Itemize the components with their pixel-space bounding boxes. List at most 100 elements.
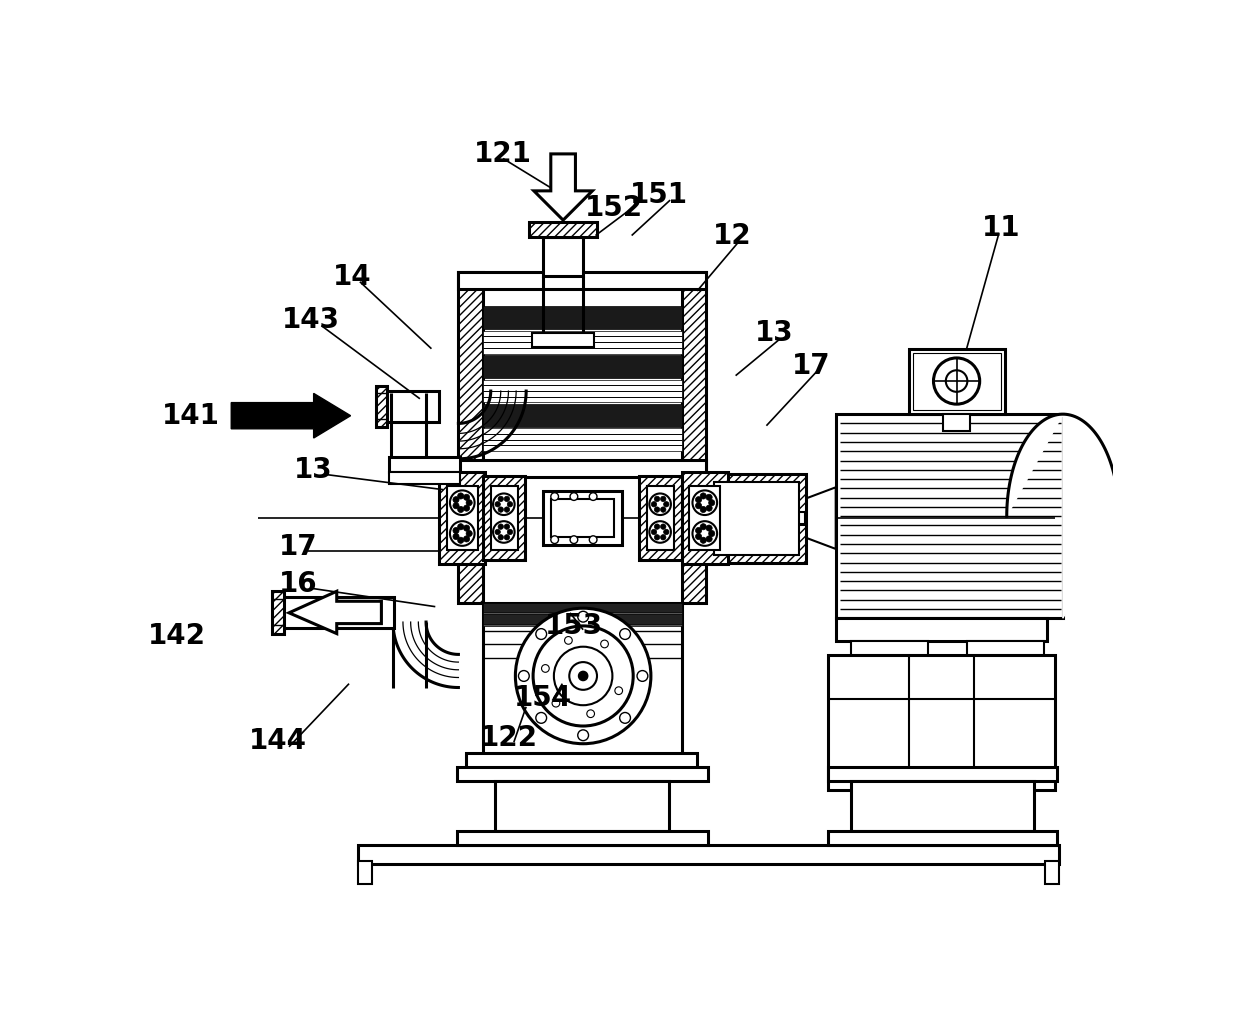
- Circle shape: [692, 490, 717, 515]
- Circle shape: [453, 496, 459, 502]
- Circle shape: [701, 506, 707, 513]
- Circle shape: [692, 522, 717, 546]
- Circle shape: [637, 671, 647, 682]
- Circle shape: [570, 536, 578, 544]
- Bar: [484, 603, 682, 757]
- Circle shape: [458, 537, 464, 543]
- Circle shape: [458, 506, 464, 513]
- Text: 151: 151: [630, 180, 688, 209]
- Bar: [828, 831, 1058, 845]
- Circle shape: [498, 506, 503, 513]
- Bar: [689, 486, 720, 550]
- Circle shape: [494, 493, 515, 515]
- Circle shape: [536, 629, 547, 639]
- Bar: [456, 831, 708, 845]
- Circle shape: [701, 493, 707, 499]
- Polygon shape: [1007, 414, 1118, 618]
- FancyArrow shape: [231, 393, 351, 438]
- Circle shape: [516, 608, 651, 744]
- Circle shape: [505, 496, 510, 501]
- Bar: [1045, 861, 1059, 884]
- Bar: [484, 614, 682, 624]
- Circle shape: [453, 528, 459, 534]
- Circle shape: [651, 501, 657, 506]
- Circle shape: [696, 534, 702, 540]
- Circle shape: [620, 629, 630, 639]
- Circle shape: [551, 536, 558, 544]
- Bar: [280, 598, 394, 628]
- Circle shape: [696, 528, 702, 534]
- Circle shape: [453, 502, 459, 509]
- Polygon shape: [805, 487, 836, 549]
- Bar: [389, 457, 460, 472]
- Circle shape: [569, 663, 596, 690]
- Bar: [913, 353, 1001, 410]
- Circle shape: [663, 529, 670, 535]
- Circle shape: [578, 729, 589, 741]
- Circle shape: [696, 496, 702, 502]
- Circle shape: [620, 712, 630, 723]
- Text: 154: 154: [515, 684, 572, 711]
- Circle shape: [464, 505, 470, 512]
- Circle shape: [661, 506, 666, 513]
- Circle shape: [564, 636, 572, 644]
- Bar: [459, 460, 707, 477]
- Bar: [640, 476, 682, 560]
- Bar: [358, 845, 1059, 864]
- Circle shape: [458, 493, 464, 499]
- Circle shape: [554, 646, 613, 705]
- Circle shape: [464, 536, 470, 542]
- Circle shape: [650, 493, 671, 515]
- Circle shape: [494, 522, 515, 543]
- Text: 17: 17: [279, 533, 317, 560]
- Text: 121: 121: [474, 140, 532, 168]
- Bar: [836, 618, 1048, 641]
- Bar: [446, 486, 477, 550]
- Bar: [459, 271, 707, 289]
- Bar: [466, 753, 697, 768]
- Circle shape: [708, 499, 714, 505]
- Bar: [484, 306, 682, 329]
- Bar: [774, 512, 805, 525]
- Circle shape: [507, 529, 512, 535]
- Circle shape: [579, 672, 588, 681]
- Bar: [647, 486, 675, 550]
- Bar: [967, 641, 1044, 655]
- Circle shape: [458, 524, 464, 530]
- Circle shape: [536, 712, 547, 723]
- Circle shape: [706, 494, 712, 500]
- Text: 122: 122: [480, 723, 537, 752]
- Bar: [836, 414, 1063, 618]
- Bar: [439, 472, 485, 564]
- Bar: [376, 386, 387, 427]
- Circle shape: [505, 524, 510, 530]
- Circle shape: [661, 524, 666, 530]
- Text: 13: 13: [755, 319, 794, 347]
- Circle shape: [498, 535, 503, 540]
- Circle shape: [533, 626, 634, 726]
- Circle shape: [578, 611, 589, 622]
- Circle shape: [587, 710, 594, 717]
- Text: 144: 144: [248, 727, 306, 756]
- Text: 17: 17: [792, 353, 831, 381]
- Bar: [529, 222, 596, 237]
- Bar: [714, 482, 799, 555]
- Circle shape: [655, 535, 660, 540]
- Circle shape: [464, 525, 470, 531]
- Circle shape: [946, 371, 967, 392]
- Circle shape: [706, 505, 712, 512]
- Circle shape: [505, 535, 510, 540]
- Circle shape: [542, 665, 549, 673]
- Bar: [851, 781, 1034, 831]
- Bar: [382, 391, 439, 421]
- Circle shape: [466, 531, 472, 537]
- Bar: [456, 767, 708, 781]
- Bar: [389, 472, 460, 484]
- Circle shape: [706, 536, 712, 542]
- Bar: [358, 861, 372, 884]
- Circle shape: [552, 699, 559, 707]
- Bar: [484, 428, 682, 451]
- Circle shape: [464, 494, 470, 500]
- Circle shape: [507, 501, 512, 506]
- Circle shape: [651, 529, 657, 535]
